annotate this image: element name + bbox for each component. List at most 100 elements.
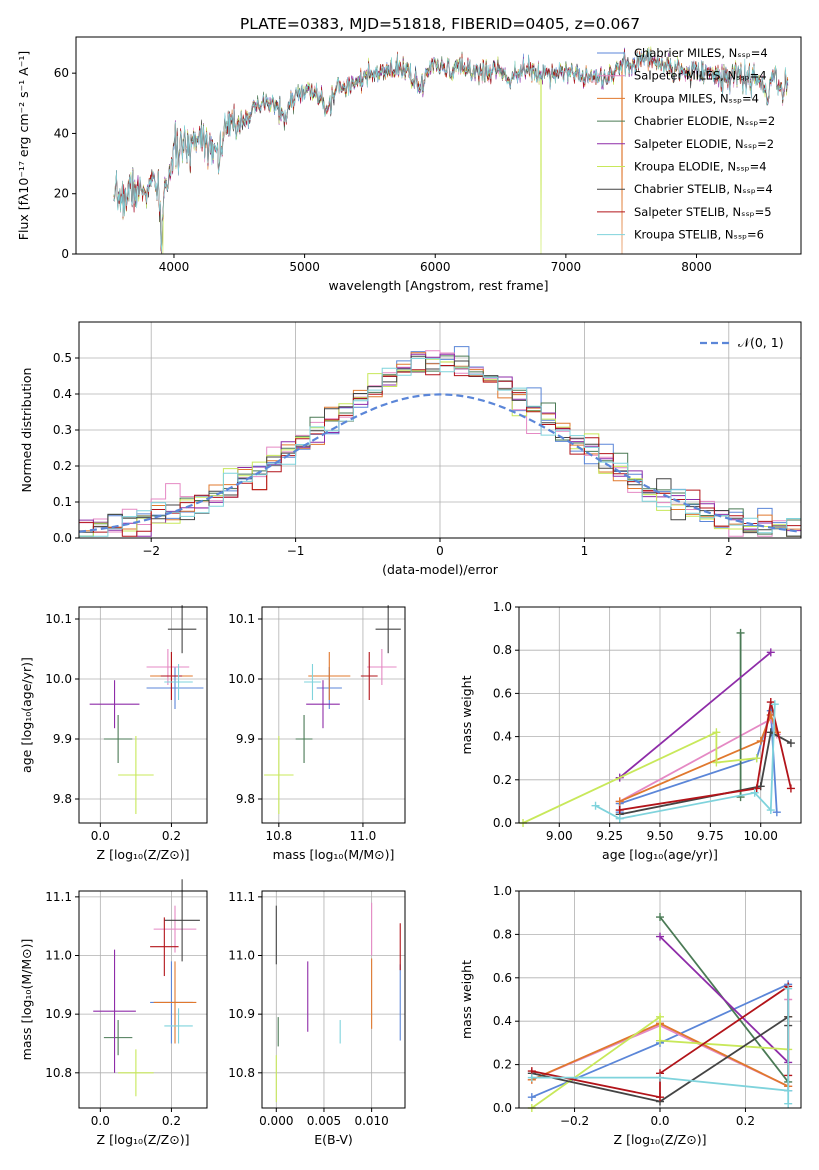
age-vs-metallicity-xtick-label: 0.0	[91, 829, 110, 843]
weight-marker	[766, 806, 775, 815]
mass-weight-vs-age-xtick-label: 9.00	[546, 829, 573, 843]
legend-entry: 𝒩(0, 1)	[738, 335, 784, 350]
mass-weight-vs-age-ytick-label: 0.8	[493, 643, 512, 657]
mass-vs-extinction-frame	[261, 890, 406, 1109]
spectrum-xtick-label: 4000	[159, 260, 190, 274]
residuals-ytick-label: 0.2	[53, 459, 72, 473]
legend-entry: Kroupa ELODIE, Nₛₛₚ=4	[634, 160, 767, 174]
mass-weight-vs-metallicity-ytick-label: 1.0	[493, 884, 512, 898]
mass-weight-vs-metallicity-panel: −0.2 0.0 0.2 0.0 0.2 0.4 0.6 0.8 1.0 Z [log₁₀(Z/Z…	[459, 884, 802, 1147]
residuals-xtick-label: 2	[725, 544, 733, 558]
weight-marker	[591, 801, 600, 810]
weight-marker	[786, 784, 795, 793]
spectrum-xtick-label: 8000	[681, 260, 712, 274]
legend-entry: Chabrier STELIB, Nₛₛₚ=4	[634, 182, 773, 196]
spectrum-line-kroupa-stelib	[113, 48, 789, 253]
weight-marker	[766, 698, 775, 707]
weight-line	[659, 935, 789, 1064]
legend-entry: Chabrier MILES, Nₛₛₚ=4	[634, 46, 768, 60]
legend-entry: Kroupa MILES, Nₛₛₚ=4	[634, 91, 759, 105]
residuals-xtick-label: 0	[436, 544, 444, 558]
weight-line	[619, 701, 792, 811]
age-vs-metallicity-ytick-label: 9.8	[53, 792, 72, 806]
legend-entry: Salpeter MILES, Nₛₛₚ=4	[634, 69, 767, 83]
mass-weight-vs-age-ytick-label: 1.0	[493, 600, 512, 614]
residuals-ytick-label: 0.5	[53, 351, 72, 365]
residuals-xlabel: (data-model)/error	[382, 562, 499, 577]
spectrum-xlabel: wavelength [Angstrom, rest frame]	[328, 278, 548, 293]
weight-marker	[656, 1012, 664, 1021]
legend-entry: Salpeter ELODIE, Nₛₛₚ=2	[634, 137, 774, 151]
weight-marker	[656, 1093, 664, 1102]
residuals-ytick-label: 0.3	[53, 423, 72, 437]
age-vs-mass-ytick-label: 9.8	[236, 792, 255, 806]
mass-vs-metallicity-ytick-label: 11.1	[45, 890, 72, 904]
age-vs-metallicity-xlabel: Z [log₁₀(Z/Z⊙)]	[97, 847, 190, 862]
age-vs-metallicity-frame	[78, 606, 208, 824]
weight-marker	[770, 700, 779, 709]
mass-weight-vs-age-xtick-label: 9.75	[697, 829, 724, 843]
weight-marker	[712, 758, 721, 767]
spectrum-line-chabrier-stelib	[113, 50, 789, 249]
mass-weight-vs-age-ytick-label: 0.2	[493, 773, 512, 787]
spectrum-xtick-label: 7000	[551, 260, 582, 274]
age-vs-mass-xtick-label: 11.0	[350, 829, 377, 843]
histogram-kroupa-stelib	[79, 358, 801, 537]
weight-marker	[615, 797, 624, 806]
mass-vs-extinction-ytick-label: 11.0	[228, 949, 255, 963]
mass-weight-vs-age-ytick-label: 0.4	[493, 730, 512, 744]
mass-vs-metallicity-ylabel: mass [log₁₀(M/M⊙)]	[19, 939, 34, 1061]
weight-marker	[712, 728, 721, 737]
weight-line	[531, 1015, 789, 1109]
residuals-xtick-label: −2	[142, 544, 160, 558]
weight-marker	[786, 739, 795, 748]
age-vs-metallicity-ytick-label: 10.1	[45, 612, 72, 626]
spectrum-legend: Chabrier MILES, Nₛₛₚ=4 Salpeter MILES, Nₛ…	[597, 46, 775, 242]
normal-curve	[78, 393, 802, 533]
mass-weight-vs-metallicity-ytick-label: 0.0	[493, 1101, 512, 1115]
weight-marker	[656, 932, 664, 941]
mass-weight-vs-metallicity-ytick-label: 0.4	[493, 1014, 512, 1028]
mass-weight-vs-age-ytick-label: 0.6	[493, 686, 512, 700]
residuals-ytick-label: 0.1	[53, 495, 72, 509]
age-vs-metallicity-ytick-label: 10.0	[45, 672, 72, 686]
mass-weight-vs-age-xtick-label: 9.50	[647, 829, 674, 843]
mass-weight-vs-metallicity-xlabel: Z [log₁₀(Z/Z⊙)]	[614, 1132, 707, 1147]
weight-marker	[527, 1093, 536, 1102]
mass-vs-metallicity-plot-area	[93, 879, 200, 1097]
weight-line	[619, 651, 772, 779]
age-vs-mass-xlabel: mass [log₁₀(M/M⊙)]	[273, 847, 395, 862]
weight-marker	[784, 1086, 793, 1095]
mass-weight-vs-age-panel: 9.00 9.25 9.50 9.75 10.00 0.0 0.2 0.4 0.6 0.8 1.0 a…	[459, 600, 802, 862]
age-vs-metallicity-panel: 0.0 0.2 9.8 9.9 10.0 10.1 Z [log₁₀(Z/Z⊙)] age […	[19, 605, 208, 862]
mass-vs-extinction-ytick-label: 11.1	[228, 890, 255, 904]
residuals-ytick-label: 0.0	[53, 531, 72, 545]
mass-vs-extinction-xtick-label: 0.005	[307, 1114, 341, 1128]
legend-entry: Salpeter STELIB, Nₛₛₚ=5	[634, 205, 772, 219]
mass-weight-vs-age-xlabel: age [log₁₀(age/yr)]	[602, 847, 718, 862]
mass-weight-vs-age-xtick-label: 9.25	[596, 829, 623, 843]
spectrum-ytick-label: 20	[54, 187, 69, 201]
age-vs-metallicity-ylabel: age [log₁₀(age/yr)]	[19, 657, 34, 773]
age-vs-mass-panel: 10.8 11.0 9.8 9.9 10.0 10.1 mass [log₁₀(M/M⊙)]	[228, 605, 406, 862]
legend-entry: Chabrier ELODIE, Nₛₛₚ=2	[634, 114, 775, 128]
weight-marker	[656, 913, 664, 922]
weight-marker	[756, 782, 765, 791]
legend-entry: Kroupa STELIB, Nₛₛₚ=6	[634, 228, 764, 242]
mass-vs-metallicity-frame	[78, 890, 208, 1109]
mass-vs-metallicity-ytick-label: 10.9	[45, 1007, 72, 1021]
residuals-ytick-label: 0.4	[53, 387, 72, 401]
residuals-xtick-label: 1	[581, 544, 589, 558]
mass-weight-vs-metallicity-xtick-label: 0.2	[736, 1114, 755, 1128]
spectrum-xtick-label: 5000	[289, 260, 320, 274]
weight-marker	[615, 814, 624, 823]
mass-weight-vs-metallicity-ytick-label: 0.2	[493, 1058, 512, 1072]
figure-title: PLATE=0383, MJD=51818, FIBERID=0405, z=0…	[240, 15, 640, 33]
residuals-xtick-label: −1	[287, 544, 305, 558]
mass-weight-vs-metallicity-xtick-label: −0.2	[560, 1114, 589, 1128]
mass-weight-vs-age-xtick-label: 10.00	[744, 829, 778, 843]
age-vs-metallicity-plot-area	[89, 605, 204, 814]
weight-marker	[750, 788, 759, 797]
histogram-salpeter-elodie	[79, 353, 801, 537]
weight-marker	[784, 984, 793, 993]
